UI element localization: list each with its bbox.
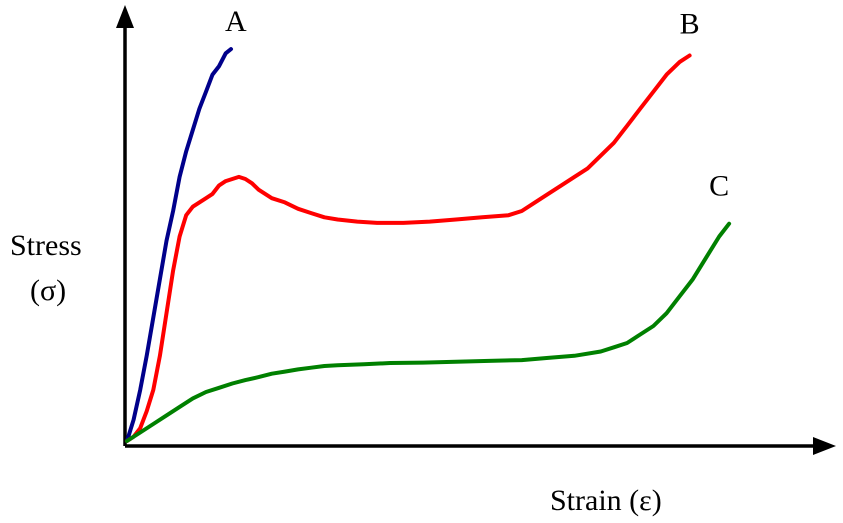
curve-a — [125, 47, 233, 443]
x-axis-label: Strain (ε) — [550, 484, 662, 517]
series-layer — [125, 47, 732, 443]
series-label-layer: A B C — [225, 5, 729, 203]
curve-b — [125, 53, 692, 443]
series-label-b: B — [680, 8, 700, 41]
y-axis-arrowhead — [116, 5, 134, 28]
series-label-c: C — [709, 170, 729, 203]
x-axis-arrowhead — [813, 437, 836, 455]
curve-c — [125, 221, 732, 443]
series-label-a: A — [225, 5, 247, 38]
y-axis-label-line-2: (σ) — [30, 274, 66, 307]
y-axis-label-line-1: Stress — [10, 229, 82, 262]
